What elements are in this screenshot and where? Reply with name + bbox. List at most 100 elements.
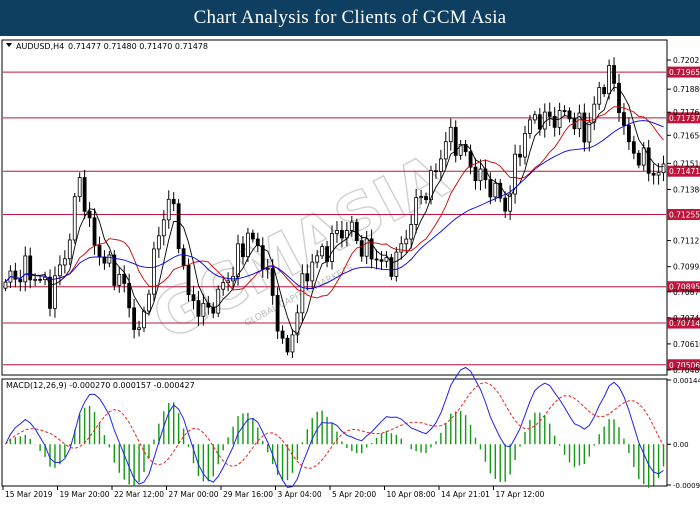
candle-body (631, 141, 636, 154)
candle-body (201, 302, 206, 317)
candle-body (77, 177, 82, 198)
candle-body (394, 251, 399, 277)
time-tick-label: 15 Mar 2019 (5, 490, 53, 499)
candle-body (488, 179, 493, 198)
price-tick-label: 0.72025 (673, 56, 700, 65)
candle-body (429, 170, 433, 201)
candle-body (641, 147, 646, 166)
candle-body (181, 248, 186, 266)
macd-tick-label: 0.00 (673, 441, 689, 449)
ohlc-label: 0.71477 0.71480 0.71470 0.71478 (68, 42, 208, 51)
candle-body (508, 193, 513, 212)
price-panel (1, 39, 668, 376)
macd-line (5, 366, 664, 488)
chart-area: GCMASIA GLOBAL CAPITAL MARKETS 0.71965 0.7… (0, 36, 700, 500)
candle-body (246, 232, 250, 258)
candle-body (67, 239, 72, 260)
candle-body (161, 219, 166, 237)
candle-body (384, 257, 389, 262)
candle-body (280, 330, 285, 339)
candle-body (617, 82, 621, 113)
candle-body (453, 126, 458, 156)
level-label: 0.71737 (669, 114, 700, 123)
candle-body (404, 238, 409, 245)
candle-body (335, 230, 339, 234)
candle-body (364, 238, 369, 257)
candle-body (57, 264, 62, 277)
macd-tick-label: 0.001447 (673, 377, 700, 385)
candle-body (349, 221, 354, 231)
candle-body (13, 270, 18, 280)
level-tag (667, 317, 700, 329)
candle-body (607, 65, 612, 95)
candle-body (359, 240, 364, 257)
candle-body (651, 172, 656, 176)
candle-body (221, 282, 226, 290)
dropdown-triangle-icon[interactable] (6, 43, 12, 47)
candle-body (513, 153, 517, 195)
candle-body (478, 168, 483, 182)
candle-body (458, 144, 463, 156)
candle-body (196, 300, 201, 317)
candle-body (438, 158, 443, 172)
candle-body (414, 197, 419, 225)
candle-body (3, 281, 8, 289)
candle-body (38, 278, 43, 281)
candle-body (132, 307, 137, 330)
candle-body (191, 294, 196, 302)
candle-body (518, 153, 522, 158)
candle-body (92, 217, 97, 246)
candle-body (107, 254, 112, 264)
candle-body (18, 278, 23, 283)
candle-body (493, 182, 498, 198)
candle-body (503, 197, 508, 212)
candle-body (636, 152, 641, 166)
ma-line (5, 106, 664, 299)
candle-body (567, 110, 572, 120)
candle-body (102, 256, 107, 264)
candle-body (330, 233, 334, 262)
candle-body (537, 114, 542, 130)
macd-tick-label: -0.000918 (673, 482, 700, 490)
header-banner: Chart Analysis for Clients of GCM Asia (0, 0, 700, 36)
candle-body (142, 310, 146, 329)
candle-body (646, 147, 651, 174)
horizontal-levels: 0.71965 0.71737 0.71471 0.71255 0.70895 0.707… (3, 66, 700, 371)
candle-body (419, 196, 423, 199)
time-tick-label: 10 Apr 08:00 (387, 490, 436, 499)
candle-body (236, 243, 240, 277)
candle-body (87, 210, 92, 219)
candle-body (379, 259, 384, 262)
candle-body (661, 163, 666, 174)
candle-body (587, 121, 592, 143)
signal-line (5, 381, 664, 469)
banner-title: Chart Analysis for Clients of GCM Asia (193, 7, 507, 28)
level-tag (667, 112, 700, 124)
candle-body (23, 255, 28, 283)
candle-body (152, 248, 156, 295)
candle-body (117, 273, 122, 286)
candle-body (528, 119, 532, 134)
level-tag (667, 66, 700, 78)
candle-body (211, 306, 216, 314)
level-label: 0.70714 (669, 319, 700, 328)
candle-body (344, 230, 349, 239)
level-label: 0.70895 (669, 283, 700, 292)
candle-body (409, 224, 414, 240)
price-tick-label: 0.71125 (673, 237, 700, 246)
candle-body (626, 125, 631, 143)
candle-body (656, 172, 661, 176)
candle-body (340, 230, 344, 239)
candle-body (552, 116, 557, 128)
time-tick-label: 3 Apr 04:00 (278, 490, 322, 499)
candle-body (166, 198, 171, 221)
time-axis: 15 Mar 2019 19 Mar 20:00 22 Mar 12:00 27 Ma… (2, 486, 545, 499)
candle-body (424, 196, 428, 201)
candle-body (300, 273, 305, 314)
